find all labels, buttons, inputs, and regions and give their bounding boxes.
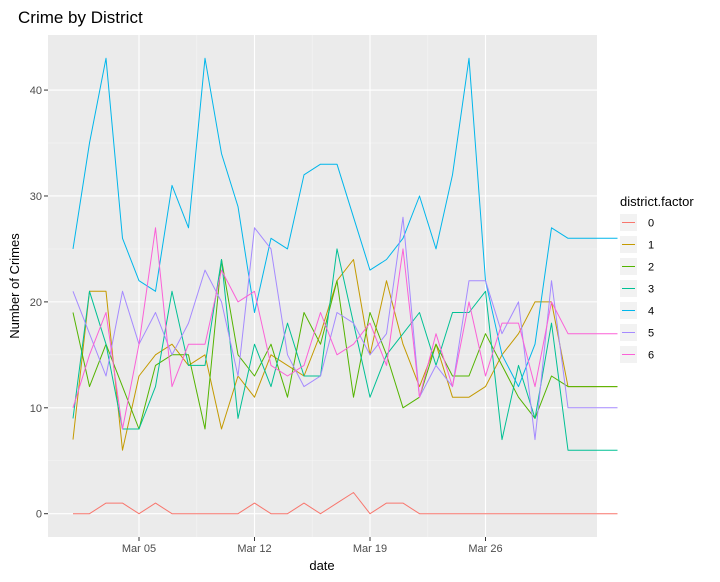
series-line-3	[72, 248, 618, 451]
y-tick-label: 0	[36, 509, 42, 521]
legend-label-3: 3	[648, 284, 654, 296]
series-line-6	[72, 227, 618, 430]
y-tick-label: 20	[30, 297, 42, 309]
legend-label-6: 6	[648, 350, 654, 362]
series-line-5	[72, 216, 618, 441]
y-tick-label: 30	[30, 191, 42, 203]
x-tick-label: Mar 19	[353, 543, 387, 555]
x-axis-ticks: Mar 05 Mar 12 Mar 19 Mar 26	[122, 537, 503, 555]
series-line-1	[72, 259, 618, 451]
series-line-4	[72, 57, 618, 388]
chart-title: Crime by District	[18, 8, 143, 27]
y-tick-label: 40	[30, 85, 42, 97]
x-tick-label: Mar 12	[237, 543, 271, 555]
legend-label-2: 2	[648, 262, 654, 274]
legend-label-1: 1	[648, 240, 654, 252]
legend-label-0: 0	[648, 218, 654, 230]
x-tick-label: Mar 26	[468, 543, 502, 555]
x-tick-label: Mar 05	[122, 543, 156, 555]
legend: district.factor 0 1 2 3 4 5 6	[620, 194, 694, 363]
series-line-2	[72, 259, 618, 430]
y-axis-ticks: 0 10 20 30 40	[30, 85, 48, 521]
y-axis-title: Number of Crimes	[7, 233, 22, 339]
major-gridlines	[48, 35, 597, 537]
legend-title: district.factor	[620, 194, 694, 209]
y-tick-label: 10	[30, 403, 42, 415]
plot-panel	[48, 35, 597, 537]
legend-label-5: 5	[648, 328, 654, 340]
series-lines	[72, 57, 618, 515]
series-line-0	[73, 492, 618, 515]
legend-label-4: 4	[648, 306, 654, 318]
legend-items: 0 1 2 3 4 5 6	[620, 214, 654, 363]
x-axis-title: date	[309, 558, 334, 573]
